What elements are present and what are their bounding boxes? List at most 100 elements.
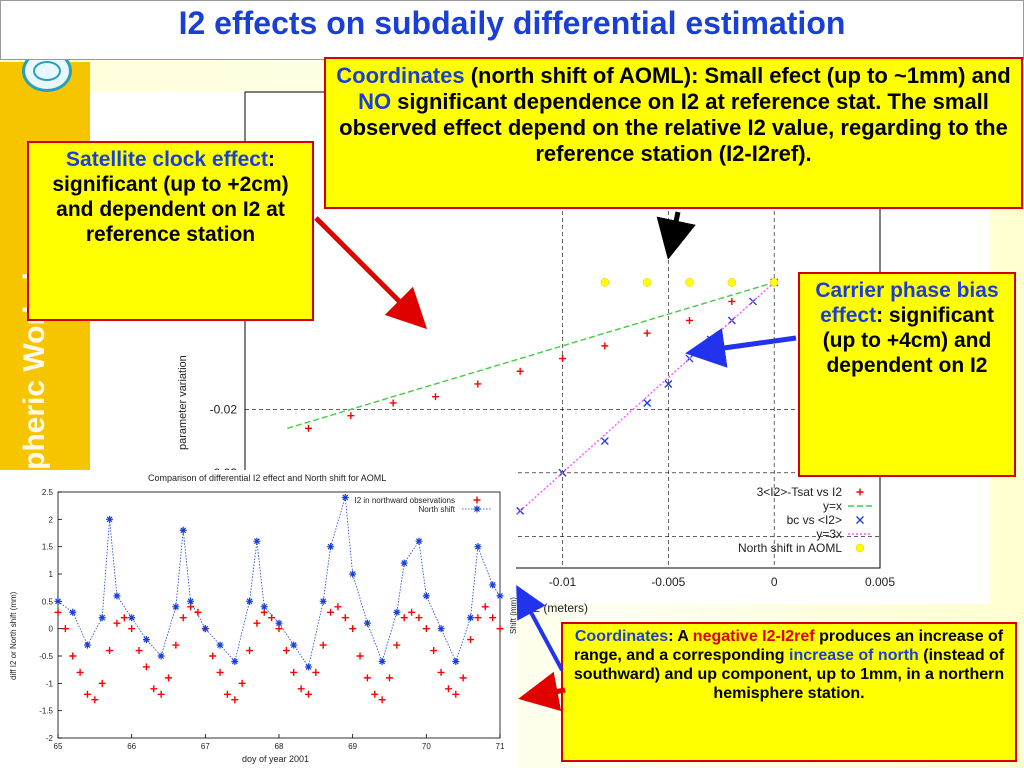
timeseries-point <box>363 619 371 627</box>
timeseries-point <box>437 625 445 633</box>
timeseries-point <box>187 597 195 605</box>
timeseries-point <box>260 603 268 611</box>
scatter-point <box>728 297 736 305</box>
timeseries-title: Comparison of differential I2 effect and… <box>148 473 386 483</box>
scatter-point <box>600 437 609 446</box>
callout-coordinates-bottom: Coordinates: A negative I2-I2ref produce… <box>561 622 1017 762</box>
timeseries-point <box>415 537 423 545</box>
timeseries-point <box>135 647 143 655</box>
scatter-point <box>600 278 610 287</box>
timeseries-legend-swatch <box>473 505 481 513</box>
callout-carrier-phase: Carrier phase bias effect: significant (… <box>798 272 1016 477</box>
timeseries-point <box>496 592 504 600</box>
scatter-y-tick-label: -0.02 <box>210 402 238 416</box>
timeseries-point <box>106 647 114 655</box>
timeseries-y-tick-label: 0.5 <box>42 597 54 606</box>
callout-coords-bottom-inc: increase of north <box>789 647 919 664</box>
timeseries-point <box>179 526 187 534</box>
scatter-point <box>347 412 355 420</box>
timeseries-point <box>378 657 386 665</box>
scatter-legend-label: y=3x <box>816 527 842 541</box>
scatter-point <box>432 393 439 401</box>
timeseries-point <box>83 690 91 698</box>
timeseries-point <box>408 608 416 616</box>
callout-coords-bottom-p1: : A <box>668 628 693 645</box>
timeseries-point <box>128 625 136 633</box>
timeseries-point <box>216 641 224 649</box>
scatter-point <box>643 398 652 407</box>
timeseries-point <box>275 619 283 627</box>
slide-title: I2 effects on subdaily differential esti… <box>178 5 846 41</box>
timeseries-y-tick-label: -0.5 <box>39 652 53 661</box>
timeseries-point <box>194 608 202 616</box>
timeseries-point <box>142 636 150 644</box>
timeseries-point <box>444 685 452 693</box>
timeseries-point <box>349 570 357 578</box>
timeseries-x-axis-label: doy of year 2001 <box>242 754 309 764</box>
callout-coords-top-p1: (north shift of AOML): Small efect (up t… <box>464 63 1011 88</box>
scatter-legend-swatch <box>855 543 865 553</box>
timeseries-legend-label: North shift <box>419 505 456 514</box>
timeseries-point <box>349 625 357 633</box>
timeseries-point <box>290 641 298 649</box>
scatter-legend-swatch <box>856 488 864 496</box>
timeseries-point <box>113 619 121 627</box>
scatter-point <box>389 399 397 407</box>
timeseries-x-tick-label: 68 <box>275 742 284 751</box>
timeseries-point <box>297 685 305 693</box>
callout-satellite-head: Satellite clock effect <box>66 148 268 171</box>
timeseries-point <box>481 603 489 611</box>
timeseries-x-tick-label: 65 <box>54 742 63 751</box>
timeseries-x-tick-label: 67 <box>201 742 210 751</box>
timeseries-point <box>415 614 423 622</box>
timeseries-point <box>378 696 386 704</box>
scatter-legend-label: North shift in AOML <box>738 541 842 555</box>
callout-coords-top-no: NO <box>358 89 392 114</box>
timeseries-point <box>83 641 91 649</box>
timeseries-y-tick-label: -1.5 <box>39 707 53 716</box>
timeseries-point <box>172 603 180 611</box>
timeseries-point <box>246 647 254 655</box>
scatter-point <box>474 380 482 388</box>
timeseries-point <box>231 696 239 704</box>
scatter-point <box>685 278 694 287</box>
timeseries-point <box>393 608 401 616</box>
timeseries-point <box>422 592 430 600</box>
timeseries-point <box>327 608 335 616</box>
timeseries-y-tick-label: -1 <box>46 679 54 688</box>
timeseries-point <box>341 614 349 622</box>
scatter-point <box>601 342 609 350</box>
callout-carrier-head: Carrier phase bias effect <box>815 279 999 327</box>
title-bar: I2 effects on subdaily differential esti… <box>0 0 1024 60</box>
timeseries-point <box>54 608 62 616</box>
timeseries-point <box>172 641 180 649</box>
timeseries-x-tick-label: 66 <box>127 742 136 751</box>
callout-coords-bottom-p2: produces an increase of range, and a cor… <box>573 628 1004 664</box>
logo-ring <box>33 61 61 81</box>
callout-coords-bottom-neg: negative I2-I2ref <box>692 628 815 645</box>
timeseries-point <box>489 581 497 589</box>
timeseries-point <box>319 641 327 649</box>
timeseries-point <box>91 696 99 704</box>
timeseries-point <box>422 625 430 633</box>
scatter-point <box>664 379 673 388</box>
timeseries-point <box>304 690 312 698</box>
scatter-series-line <box>498 281 775 531</box>
timeseries-point <box>201 625 209 633</box>
timeseries-point <box>474 543 482 551</box>
timeseries-point <box>76 668 84 676</box>
scatter-x-tick-label: 0 <box>771 575 778 589</box>
callout-coords-top-p2: significant dependence on I2 at referenc… <box>339 89 1008 166</box>
timeseries-point <box>253 537 261 545</box>
timeseries-point <box>304 663 312 671</box>
scatter-point <box>686 316 693 324</box>
callout-coordinates-top: Coordinates (north shift of AOML): Small… <box>324 57 1023 209</box>
scatter-y-axis-label: parameter variation <box>177 355 189 450</box>
timeseries-point <box>165 674 172 682</box>
timeseries-point <box>386 674 393 682</box>
scatter-x-tick-label: -0.005 <box>651 575 685 589</box>
timeseries-point <box>69 652 77 660</box>
timeseries-series-line <box>57 497 501 668</box>
callout-satellite-body: : significant (up to +2cm) and dependent… <box>52 148 289 246</box>
callout-coords-top-head: Coordinates <box>336 63 465 88</box>
